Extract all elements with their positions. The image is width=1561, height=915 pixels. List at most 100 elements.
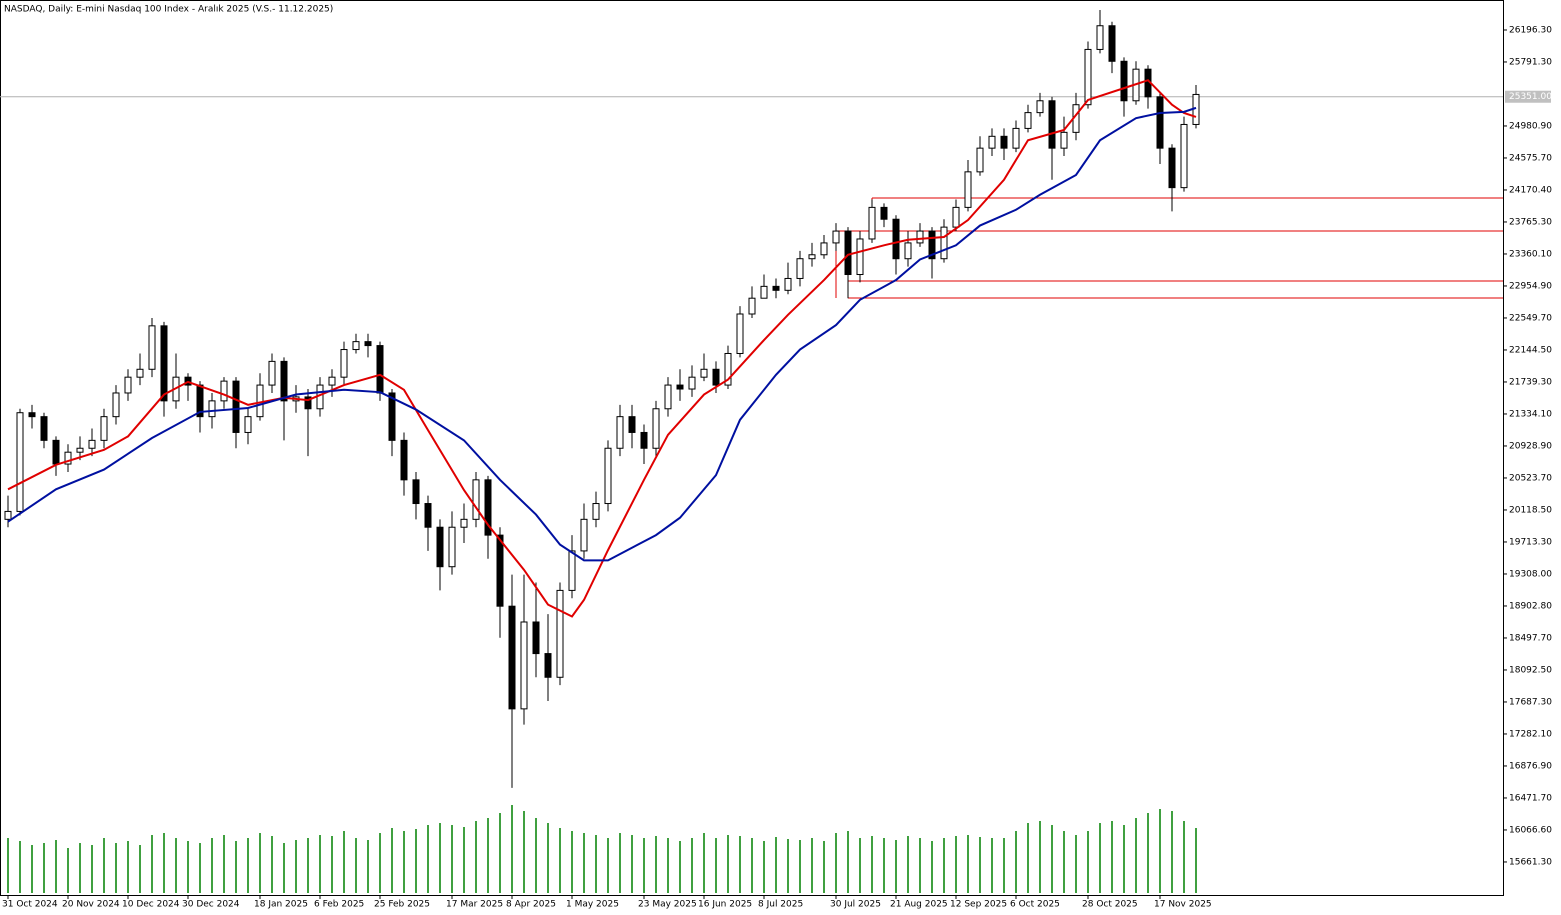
- candle-body: [304, 396, 312, 410]
- y-tick-label: 24575.70: [1509, 153, 1552, 163]
- candle-body: [496, 534, 504, 607]
- candle-body: [784, 277, 792, 291]
- y-tick-label: 21334.10: [1509, 409, 1552, 419]
- candle-body: [760, 285, 768, 299]
- y-tick-label: 22549.70: [1509, 313, 1552, 323]
- candle-body: [1084, 48, 1092, 106]
- candle-body: [436, 526, 444, 568]
- candle-body: [520, 621, 528, 710]
- candle-body: [484, 479, 492, 536]
- candle-body: [712, 368, 720, 386]
- x-tick-label: 21 Aug 2025: [890, 900, 948, 910]
- x-tick-label: 30 Dec 2024: [182, 900, 240, 910]
- candle-body: [844, 230, 852, 276]
- candle-body: [1168, 147, 1176, 189]
- candle-body: [988, 135, 996, 149]
- candle-body: [940, 226, 948, 260]
- candle-body: [556, 589, 564, 678]
- x-tick-label: 17 Mar 2025: [446, 900, 503, 910]
- x-tick-label: 8 Apr 2025: [506, 900, 556, 910]
- candle-body: [928, 230, 936, 260]
- x-tick-label: 18 Jan 2025: [254, 900, 308, 910]
- candle-body: [1036, 100, 1044, 114]
- candle-body: [76, 447, 84, 453]
- y-tick-label: 15661.30: [1509, 857, 1552, 867]
- candle-body: [1060, 131, 1068, 149]
- candle-body: [892, 218, 900, 260]
- candle-body: [652, 408, 660, 449]
- y-tick-label: 19308.00: [1509, 569, 1552, 579]
- candle-body: [148, 325, 156, 370]
- candle-body: [28, 412, 36, 418]
- candle-body: [40, 416, 48, 441]
- plot-frame: [0, 0, 1504, 896]
- candle-body: [448, 526, 456, 568]
- candle-body: [376, 345, 384, 394]
- candle-body: [268, 360, 276, 386]
- candle-body: [1096, 25, 1104, 50]
- candle-body: [628, 416, 636, 433]
- candle-body: [808, 254, 816, 260]
- candle-body: [280, 360, 288, 402]
- candle-body: [352, 341, 360, 351]
- candle-body: [412, 479, 420, 505]
- y-tick-label: 25791.30: [1509, 57, 1552, 67]
- x-tick-label: 20 Nov 2024: [62, 900, 120, 910]
- y-tick-label: 23360.10: [1509, 249, 1552, 259]
- y-tick-label: 16066.60: [1509, 825, 1552, 835]
- candle-body: [124, 376, 132, 394]
- x-tick-label: 30 Jul 2025: [830, 900, 881, 910]
- x-tick-label: 16 Jun 2025: [698, 900, 752, 910]
- candle-body: [640, 431, 648, 449]
- candle-body: [976, 147, 984, 173]
- candle-body: [328, 376, 336, 386]
- candle-body: [100, 416, 108, 441]
- candle-body: [736, 313, 744, 354]
- y-tick-label: 17687.30: [1509, 697, 1552, 707]
- y-tick-label: 18092.50: [1509, 665, 1552, 675]
- x-tick-label: 17 Nov 2025: [1154, 900, 1212, 910]
- candle-body: [688, 376, 696, 390]
- candle-body: [208, 400, 216, 418]
- candle-body: [568, 550, 576, 591]
- x-tick-label: 6 Feb 2025: [314, 900, 364, 910]
- y-tick-label: 16876.90: [1509, 761, 1552, 771]
- last-price-label: 25351.00: [1509, 92, 1552, 102]
- moving-average: [7, 79, 1197, 618]
- y-tick-label: 20928.90: [1509, 441, 1552, 451]
- candle-body: [1156, 96, 1164, 149]
- candle-body: [220, 380, 228, 402]
- y-tick-label: 18902.80: [1509, 601, 1552, 611]
- candle-body: [1108, 25, 1116, 62]
- candle-body: [532, 621, 540, 655]
- x-tick-label: 25 Feb 2025: [374, 900, 430, 910]
- candle-body: [904, 242, 912, 260]
- candle-body: [952, 206, 960, 228]
- candle-body: [1000, 135, 1008, 149]
- candle-body: [676, 384, 684, 390]
- x-tick-label: 6 Oct 2025: [1010, 900, 1060, 910]
- y-tick-label: 20118.50: [1509, 505, 1552, 515]
- last-price-box: [1505, 90, 1551, 103]
- y-tick-label: 16471.70: [1509, 793, 1552, 803]
- candle-body: [424, 503, 432, 528]
- candle-body: [244, 416, 252, 433]
- candle-body: [460, 518, 468, 528]
- candle-body: [1120, 60, 1128, 102]
- candle-body: [880, 206, 888, 220]
- x-tick-label: 31 Oct 2024: [2, 900, 58, 910]
- candle-body: [592, 503, 600, 520]
- candle-body: [664, 384, 672, 410]
- candle-body: [52, 439, 60, 465]
- y-tick-label: 20523.70: [1509, 473, 1552, 483]
- candle-body: [232, 380, 240, 433]
- y-tick-label: 22954.90: [1509, 281, 1552, 291]
- candle-body: [160, 325, 168, 402]
- candle-body: [1024, 112, 1032, 129]
- candle-body: [832, 230, 840, 244]
- candle-body: [580, 518, 588, 552]
- candle-body: [544, 653, 552, 678]
- candle-body: [472, 479, 480, 520]
- candle-body: [64, 451, 72, 465]
